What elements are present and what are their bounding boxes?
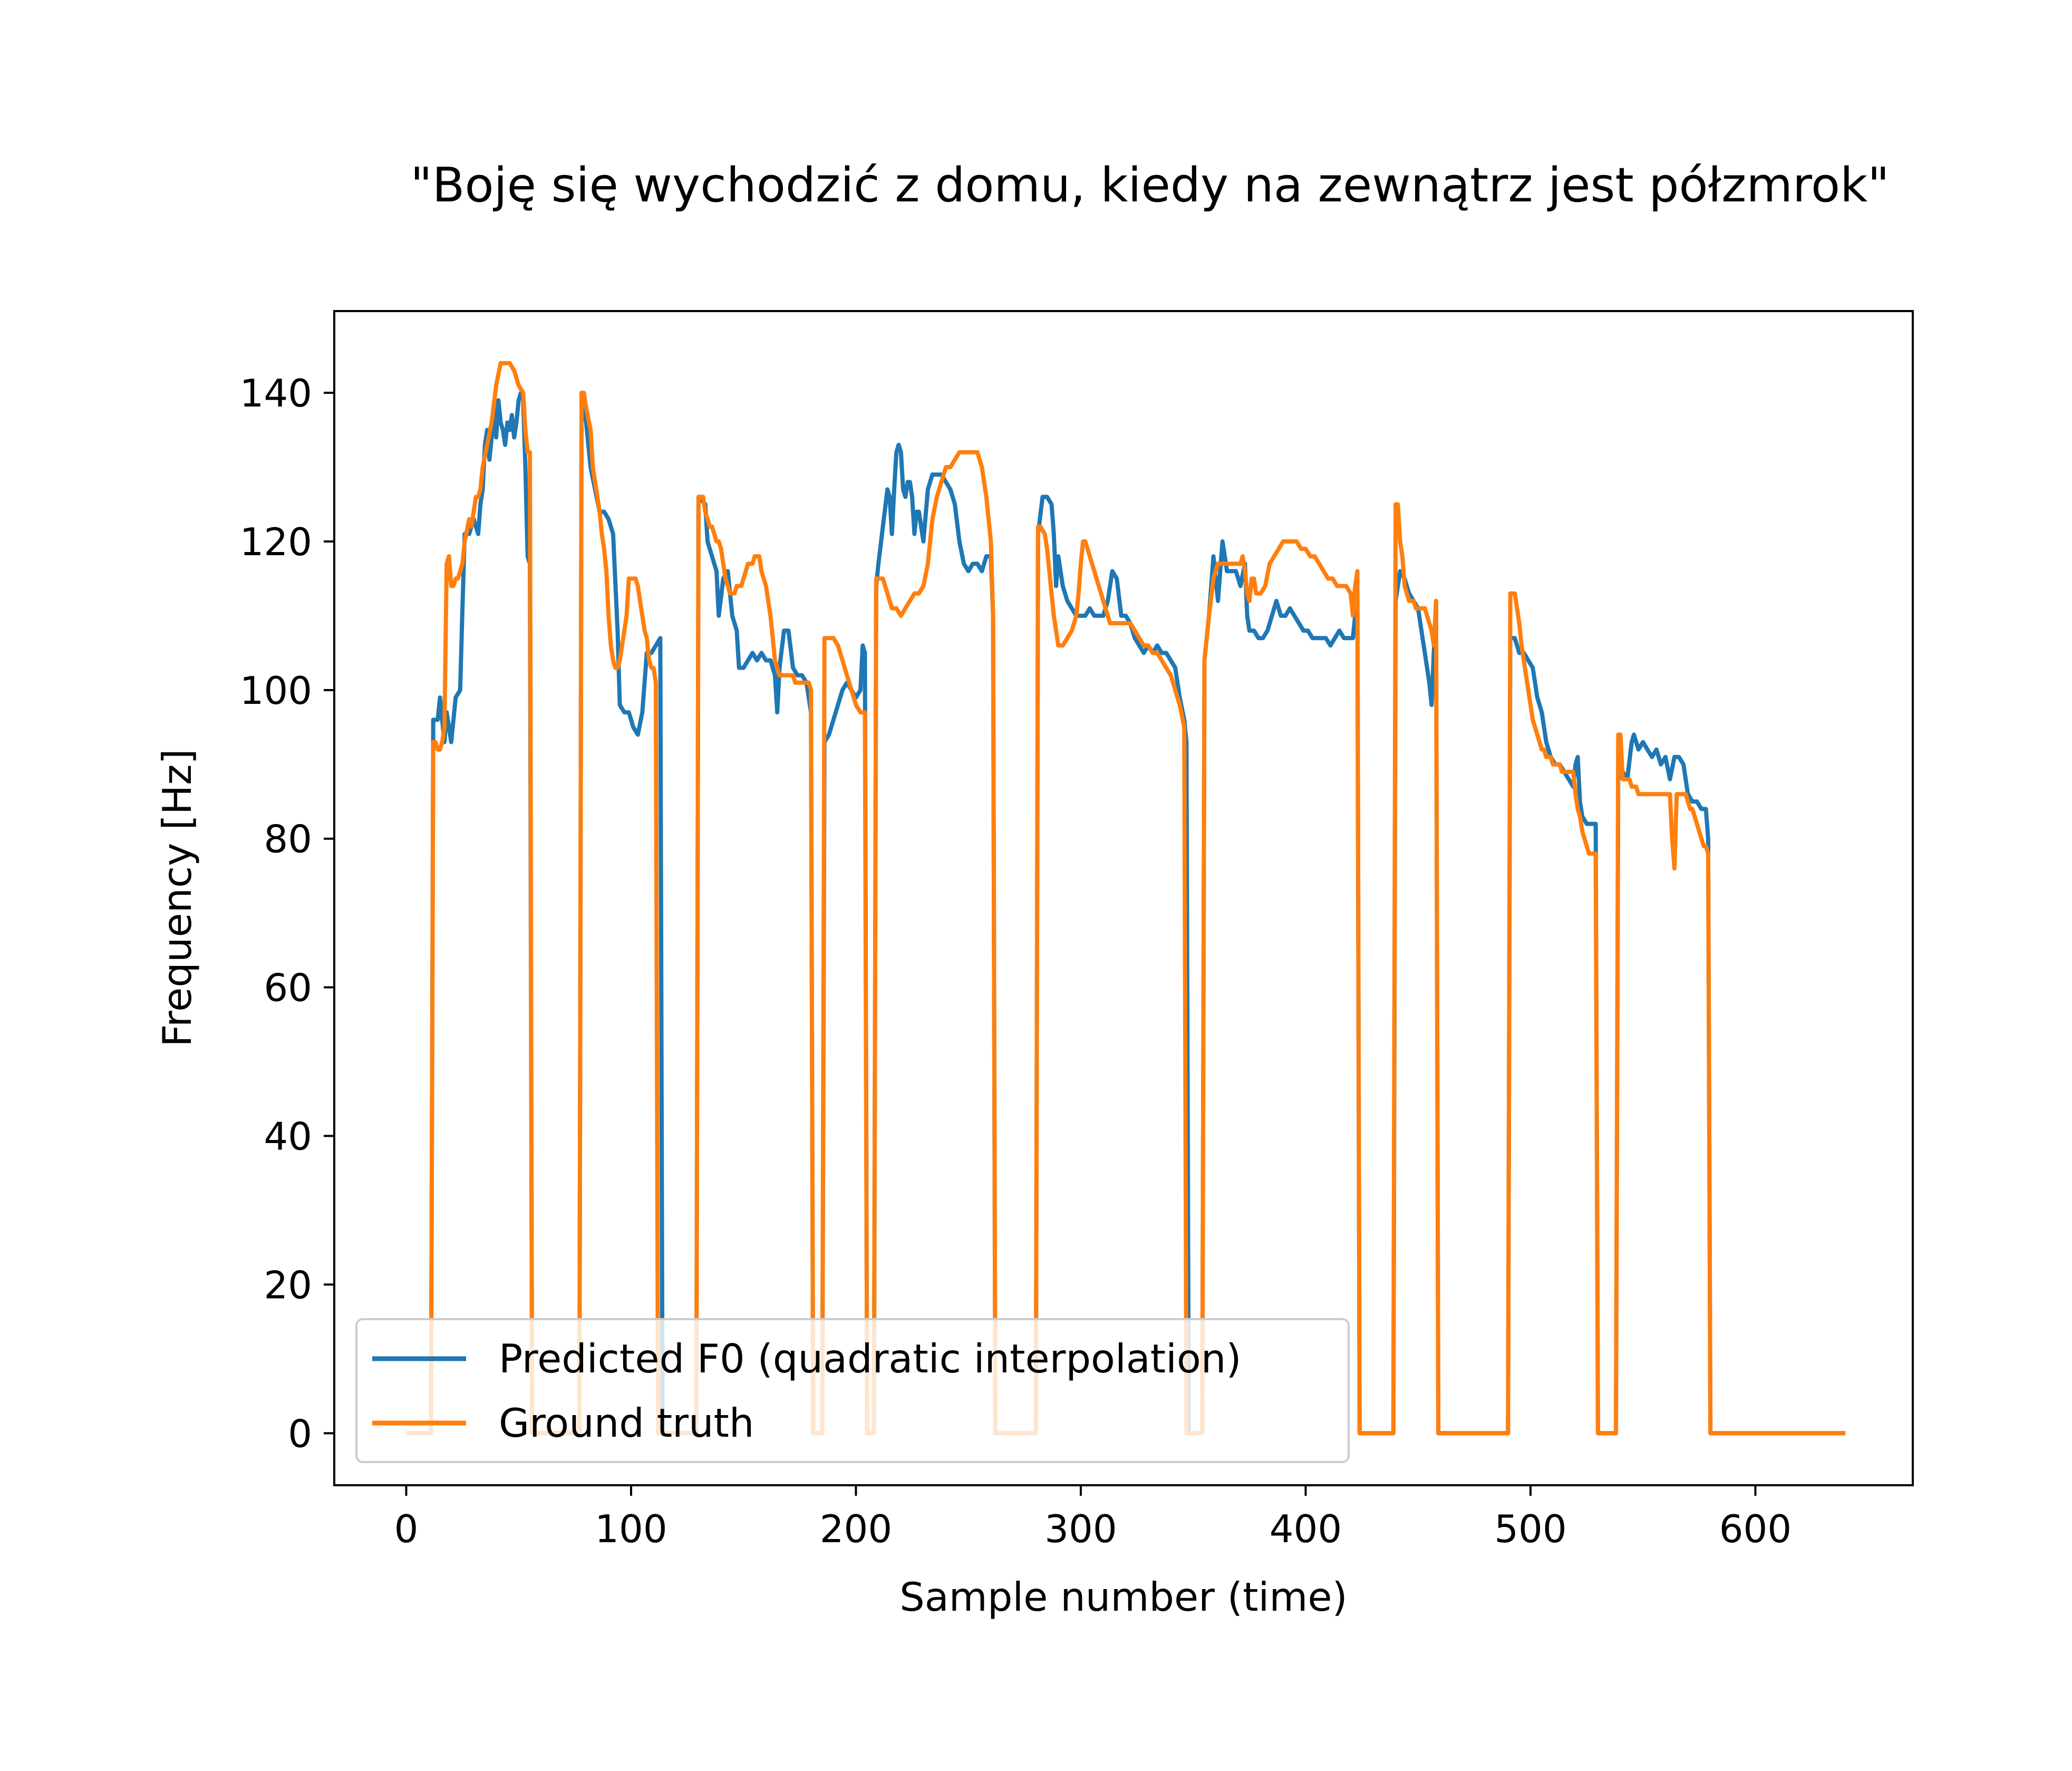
y-tick-label: 60 bbox=[264, 966, 312, 1010]
x-axis-label: Sample number (time) bbox=[899, 1574, 1348, 1620]
series-layer bbox=[406, 361, 1846, 1436]
series-line-ground-truth bbox=[406, 361, 1846, 1436]
legend-box bbox=[355, 1318, 1350, 1463]
x-tick-label: 400 bbox=[1270, 1507, 1342, 1551]
y-axis-label: Frequency [Hz] bbox=[154, 749, 200, 1047]
y-tick-label: 40 bbox=[264, 1115, 312, 1159]
y-tick-label: 20 bbox=[264, 1263, 312, 1307]
x-tick-label: 0 bbox=[394, 1507, 419, 1551]
legend: Predicted F0 (quadratic interpolation) G… bbox=[355, 1318, 1350, 1463]
y-axis: 0 20 40 60 80 100 120 140 bbox=[240, 371, 334, 1456]
chart-title: "Boję się wychodzić z domu, kiedy na zew… bbox=[410, 158, 1889, 213]
x-tick-label: 600 bbox=[1719, 1507, 1792, 1551]
plot-frame bbox=[333, 310, 1914, 1486]
x-axis: 0 100 200 300 400 500 600 bbox=[394, 1485, 1792, 1551]
x-tick-label: 300 bbox=[1044, 1507, 1117, 1551]
y-tick-label: 140 bbox=[240, 371, 312, 415]
legend-label-ground-truth: Ground truth bbox=[499, 1400, 754, 1446]
x-tick-label: 100 bbox=[595, 1507, 667, 1551]
y-tick-label: 100 bbox=[240, 669, 312, 713]
legend-label-predicted: Predicted F0 (quadratic interpolation) bbox=[499, 1335, 1242, 1382]
y-tick-label: 120 bbox=[240, 520, 312, 564]
y-tick-label: 0 bbox=[288, 1411, 312, 1456]
x-tick-label: 200 bbox=[820, 1507, 892, 1551]
y-tick-label: 80 bbox=[264, 817, 312, 862]
x-tick-label: 500 bbox=[1494, 1507, 1566, 1551]
